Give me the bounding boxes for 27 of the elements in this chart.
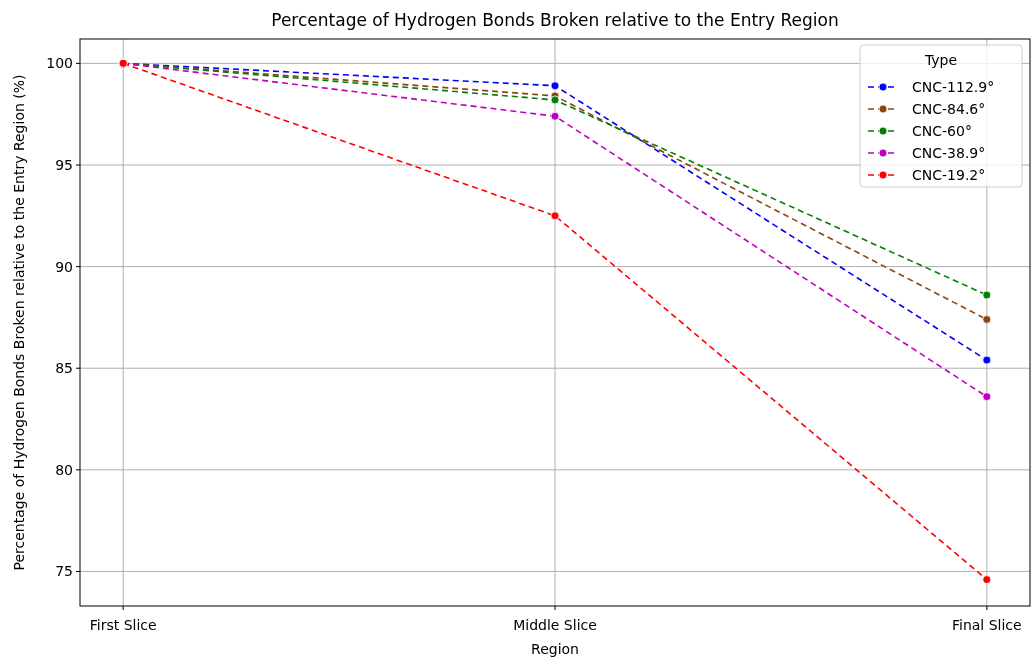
legend-label: CNC-19.2° xyxy=(912,166,986,183)
x-axis-title: Region xyxy=(531,641,579,657)
point xyxy=(550,211,560,221)
y-tick-label: 100 xyxy=(46,55,73,72)
y-tick-label: 95 xyxy=(55,156,73,173)
y-tick-label: 75 xyxy=(55,563,73,580)
y-tick-label: 90 xyxy=(55,258,73,275)
point xyxy=(550,111,560,121)
legend-label: CNC-112.9° xyxy=(912,78,995,95)
legend-label: CNC-38.9° xyxy=(912,144,986,161)
legend-label: CNC-60° xyxy=(912,122,972,139)
y-axis-title: Percentage of Hydrogen Bonds Broken relative to the Entry Region (%) xyxy=(11,74,27,571)
legend-label: CNC-84.6° xyxy=(912,100,986,117)
point xyxy=(982,315,992,324)
y-tick-label: 80 xyxy=(55,461,73,478)
point xyxy=(982,575,992,584)
point xyxy=(550,95,560,105)
point xyxy=(982,290,992,300)
point xyxy=(550,81,560,91)
point xyxy=(982,392,992,402)
x-tick-label: Middle Slice xyxy=(513,617,597,633)
x-tick-label: First Slice xyxy=(89,617,157,633)
y-tick-label: 85 xyxy=(55,360,73,377)
point xyxy=(982,355,992,365)
x-tick-label: Final Slice xyxy=(951,617,1022,633)
legend-title: Type xyxy=(923,52,958,68)
chart-title: Percentage of Hydrogen Bonds Broken relative to the Entry Region xyxy=(271,10,839,30)
